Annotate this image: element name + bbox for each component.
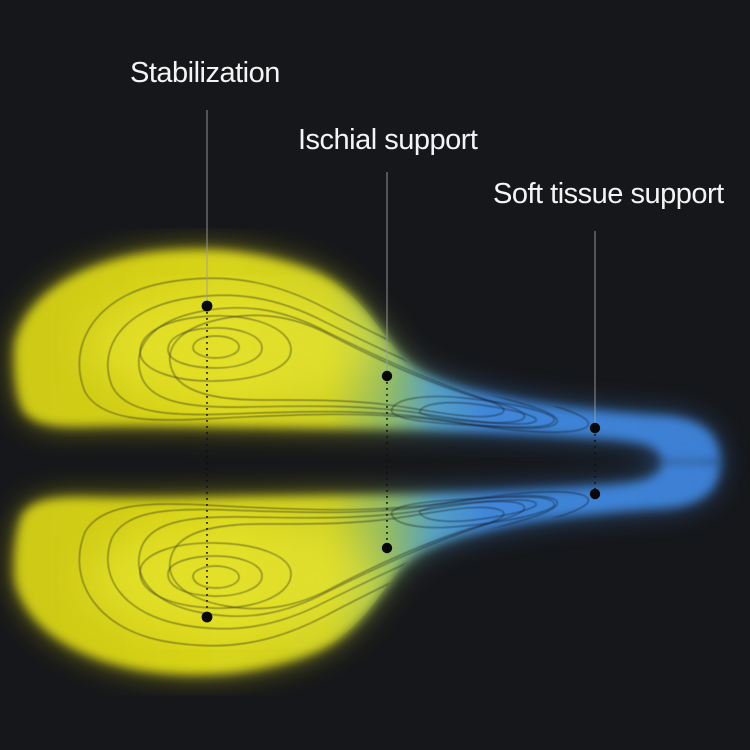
label-ischial-support: Ischial support bbox=[298, 124, 478, 156]
saddle-lower-lobe bbox=[15, 462, 720, 674]
marker-dot-soft-tissue-bottom bbox=[589, 488, 601, 500]
marker-dot-ischial-top bbox=[381, 370, 393, 382]
marker-dot-stabilization-bottom bbox=[201, 611, 213, 623]
label-soft-tissue-support: Soft tissue support bbox=[493, 178, 724, 210]
label-stabilization: Stabilization bbox=[130, 57, 280, 89]
marker-dot-stabilization-top bbox=[201, 300, 213, 312]
marker-dot-ischial-bottom bbox=[381, 542, 393, 554]
marker-dot-soft-tissue-top bbox=[589, 422, 601, 434]
annotation-leaders bbox=[201, 110, 601, 623]
saddle-upper-lobe bbox=[15, 250, 720, 462]
